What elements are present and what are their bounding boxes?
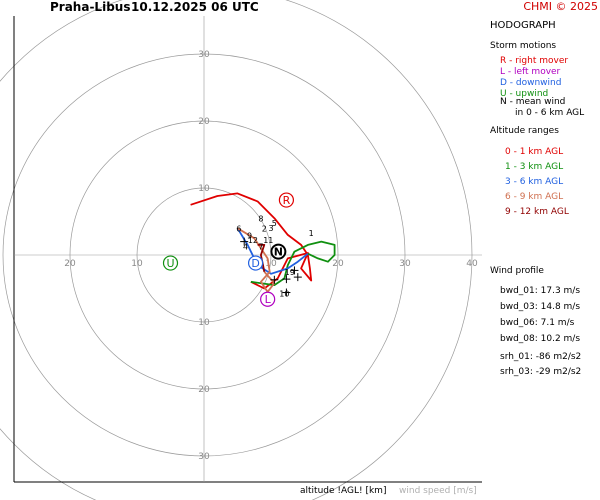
altitude-range-legend-item: 0 - 1 km AGL [505,147,564,157]
legend-title: HODOGRAPH [490,20,556,31]
svg-text:L: L [265,293,272,306]
ring-tick-label: 10 [198,318,210,328]
altitude-label: 7 [258,243,263,252]
level-cross [282,275,291,284]
hodograph-axes [13,16,482,483]
svg-text:D: D [251,257,259,270]
copyright: CHMI © 2025 [523,0,598,13]
wind-profile-item: srh_01: -86 m2/s2 [500,352,582,362]
storm-motion-legend-item: D - downwind [500,78,562,88]
svg-text:U: U [166,257,174,270]
ring-tick-label: 10 [131,259,143,269]
hodograph-segment-0-1 [190,192,313,290]
altitude-label: 6 [236,225,241,234]
svg-text:R: R [283,194,291,207]
ring-tick-label: 10 [265,259,277,269]
storm-motion-markers: R L D U N [162,192,295,307]
altitude-label: 3 [268,224,273,233]
hodograph-segment-6-9 [237,227,276,293]
storm-motion-r: R [278,192,295,208]
storm-motion-legend-item: U - upwind [500,89,549,99]
altitude-label: 2 [262,225,267,234]
ring-tick-label: 20 [198,385,210,395]
range-ring [0,0,473,500]
level-cross [290,266,299,275]
wind-profile-title: Wind profile [490,266,544,276]
ring-tick-labels: 10 20 30 40 10 20 10 20 30 10 20 30 [64,50,478,462]
altitude-range-legend-item: 6 - 9 km AGL [505,192,564,202]
altitude-label: 8 [258,215,263,224]
altitude-label: 12 [248,236,258,245]
station-name: Praha-Libus [50,0,131,14]
level-cross [282,288,291,297]
altitude-range-legend-item: 9 - 12 km AGL [505,207,569,217]
storm-motion-legend-item: in 0 - 6 km AGL [515,108,585,118]
ring-tick-label: 20 [198,117,210,127]
wind-profile-item: bwd_03: 14.8 m/s [500,302,581,312]
ring-tick-label: 30 [198,50,210,60]
wind-profile-item: srh_03: -29 m2/s2 [500,367,582,377]
altitude-label: 10 [279,290,289,299]
storm-motion-u: U [162,255,179,271]
level-crosses [240,237,302,297]
range-rings [0,0,473,500]
ring-tick-label: 40 [466,259,478,269]
altitude-range-legend-item: 3 - 6 km AGL [505,177,564,187]
ring-tick-label: 20 [332,259,344,269]
altitude-label: 11 [263,236,273,245]
altitude-ranges-title: Altitude ranges [490,126,559,136]
hodograph-segment-9-12 [257,243,266,272]
altitude-label: 19 [285,268,295,277]
hodograph-segment-3-6 [236,227,309,275]
altitude-label: 1 [309,229,314,238]
level-cross [293,273,302,282]
level-cross [270,275,279,284]
storm-motion-legend-item: R - right mover [500,56,569,66]
altitude-label: 4 [243,243,248,252]
storm-motion-n: N [270,243,287,260]
observation-datetime: 10.12.2025 06 UTC [131,0,259,14]
storm-motion-l: L [260,291,276,307]
altitude-range-legend-item: 1 - 3 km AGL [505,162,564,172]
wind-profile-item: bwd_06: 7.1 m/s [500,318,575,328]
wind-profile-item: bwd_08: 10.2 m/s [500,334,581,344]
ring-tick-label: 10 [198,184,210,194]
wind-speed-axis-label: wind speed [m/s] [399,486,477,496]
altitude-label: 9 [247,231,252,240]
level-cross [240,237,249,246]
svg-text:N: N [274,246,283,259]
storm-motion-d: D [247,255,264,271]
storm-motions-title: Storm motions [490,41,557,51]
wind-profile-item: bwd_01: 17.3 m/s [500,286,581,296]
storm-motion-legend-item: N - mean wind [500,97,566,107]
ring-tick-label: 30 [198,452,210,462]
altitude-axis-label: altitude !AGL! [km] [300,486,387,496]
ring-tick-label: 20 [64,259,76,269]
ring-tick-label: 30 [399,259,411,269]
altitude-label: 5 [272,219,277,228]
storm-motion-legend-item: L - left mover [500,67,561,77]
